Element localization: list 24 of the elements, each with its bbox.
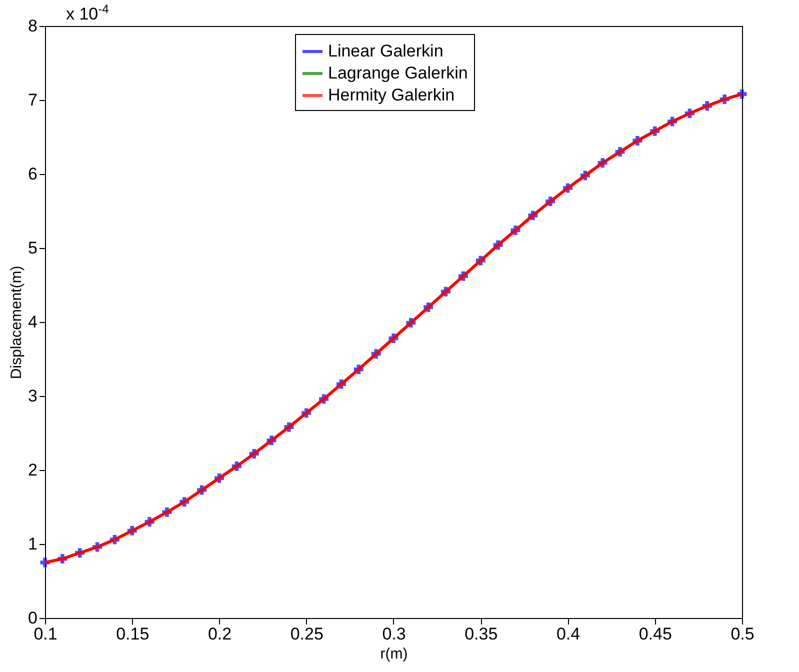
y-tick-label: 4 (28, 312, 38, 332)
x-tick-label: 0.1 (34, 624, 58, 644)
x-tick-label: 0.2 (208, 624, 232, 644)
x-tick-label: 0.25 (290, 624, 324, 644)
y-axis-title: Displacement(m) (8, 266, 26, 380)
x-tick-label: 0.45 (638, 624, 672, 644)
text: x 10$^{-4}$ (66, 2, 109, 25)
legend-label: Hermity Galerkin (328, 86, 455, 104)
y-tick-label: 2 (28, 460, 38, 480)
legend-label: Lagrange Galerkin (328, 64, 468, 82)
x-tick-label: 0.3 (382, 624, 406, 644)
x-tick-label: 0.15 (116, 624, 150, 644)
y-tick-label: 7 (28, 90, 38, 110)
y-tick-label: 0 (28, 608, 38, 628)
y-tick-label: 6 (28, 164, 38, 184)
y-tick-label: 3 (28, 386, 38, 406)
x-tick-label: 0.4 (556, 624, 580, 644)
x-axis-title: r(m) (380, 646, 408, 662)
x-tick-label: 0.5 (730, 624, 754, 644)
y-tick-label: 8 (28, 16, 38, 36)
legend-label: Linear Galerkin (328, 42, 444, 60)
y-tick-label: 5 (28, 238, 38, 258)
x-tick-label: 0.35 (464, 624, 498, 644)
y-tick-label: 1 (28, 534, 38, 554)
